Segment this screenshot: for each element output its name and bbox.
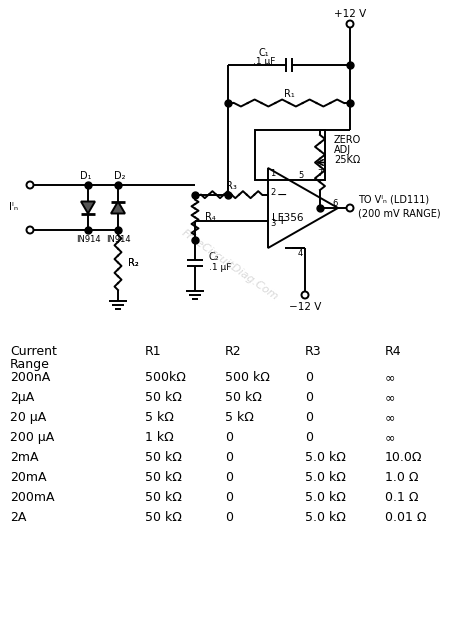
Text: 0.1 Ω: 0.1 Ω <box>385 491 419 504</box>
Text: 0: 0 <box>225 491 233 504</box>
Text: Range: Range <box>10 358 50 371</box>
Text: 0: 0 <box>225 471 233 484</box>
Text: R2: R2 <box>225 345 242 358</box>
Text: R1: R1 <box>145 345 162 358</box>
Text: 6: 6 <box>332 198 337 207</box>
Text: .1 μF: .1 μF <box>253 58 275 67</box>
Text: 4: 4 <box>297 249 302 257</box>
Text: 20mA: 20mA <box>10 471 46 484</box>
Text: 50 kΩ: 50 kΩ <box>145 451 182 464</box>
Text: ∞: ∞ <box>385 411 395 424</box>
Text: ∞: ∞ <box>385 391 395 404</box>
Text: 2μA: 2μA <box>10 391 34 404</box>
Text: R₃: R₃ <box>226 181 237 191</box>
Text: 5: 5 <box>298 170 303 180</box>
Text: 5.0 kΩ: 5.0 kΩ <box>305 451 346 464</box>
Text: 1 kΩ: 1 kΩ <box>145 431 174 444</box>
Text: 10.0Ω: 10.0Ω <box>385 451 422 464</box>
Text: C₁: C₁ <box>259 48 269 58</box>
Text: 0: 0 <box>305 431 313 444</box>
Text: Iᴵₙ: Iᴵₙ <box>9 202 18 212</box>
Text: 0.01 Ω: 0.01 Ω <box>385 511 427 524</box>
Circle shape <box>27 181 34 188</box>
Polygon shape <box>111 202 125 214</box>
Polygon shape <box>81 202 95 214</box>
Text: 200 μA: 200 μA <box>10 431 54 444</box>
Text: 5.0 kΩ: 5.0 kΩ <box>305 511 346 524</box>
Text: 20 μA: 20 μA <box>10 411 46 424</box>
Text: 7: 7 <box>317 168 322 178</box>
Text: 500kΩ: 500kΩ <box>145 371 186 384</box>
Text: FreeCircuitDiag.Com: FreeCircuitDiag.Com <box>180 228 280 302</box>
Text: R₄: R₄ <box>205 212 216 222</box>
Text: R3: R3 <box>305 345 322 358</box>
Circle shape <box>346 21 354 28</box>
Text: .1 μF: .1 μF <box>209 263 231 272</box>
Text: 5.0 kΩ: 5.0 kΩ <box>305 491 346 504</box>
Text: 0: 0 <box>305 371 313 384</box>
Text: ZERO: ZERO <box>334 135 361 145</box>
Text: ADJ: ADJ <box>334 145 351 155</box>
Text: D₂: D₂ <box>114 171 126 181</box>
Text: ∞: ∞ <box>385 431 395 444</box>
Text: 50 kΩ: 50 kΩ <box>225 391 262 404</box>
Text: 2A: 2A <box>10 511 27 524</box>
Text: R₁: R₁ <box>283 89 294 99</box>
Text: 1: 1 <box>270 168 275 178</box>
Text: 2: 2 <box>270 188 275 197</box>
Text: 0: 0 <box>225 451 233 464</box>
Text: D₁: D₁ <box>80 171 92 181</box>
Text: 0: 0 <box>225 431 233 444</box>
Text: 2mA: 2mA <box>10 451 38 464</box>
Text: 50 kΩ: 50 kΩ <box>145 391 182 404</box>
Text: ∞: ∞ <box>385 371 395 384</box>
Text: R₂: R₂ <box>128 257 139 268</box>
Text: −: − <box>277 189 288 202</box>
Text: 5 kΩ: 5 kΩ <box>225 411 254 424</box>
Text: +12 V: +12 V <box>334 9 366 19</box>
Circle shape <box>27 227 34 234</box>
Text: LF356: LF356 <box>272 213 304 223</box>
Bar <box>255 130 325 180</box>
Text: R4: R4 <box>385 345 401 358</box>
Text: 0: 0 <box>305 391 313 404</box>
Text: C₂: C₂ <box>209 252 219 263</box>
Circle shape <box>301 291 309 298</box>
Text: 5.0 kΩ: 5.0 kΩ <box>305 471 346 484</box>
Text: (200 mV RANGE): (200 mV RANGE) <box>358 208 441 218</box>
Text: 1.0 Ω: 1.0 Ω <box>385 471 419 484</box>
Text: 50 kΩ: 50 kΩ <box>145 471 182 484</box>
Text: 3: 3 <box>270 219 275 228</box>
Text: 50 kΩ: 50 kΩ <box>145 511 182 524</box>
Text: −12 V: −12 V <box>289 302 321 312</box>
Text: R₂: R₂ <box>128 257 139 268</box>
Text: 0: 0 <box>305 411 313 424</box>
Text: 0: 0 <box>225 511 233 524</box>
Text: 50 kΩ: 50 kΩ <box>145 491 182 504</box>
Text: Current: Current <box>10 345 57 358</box>
Text: 200mA: 200mA <box>10 491 55 504</box>
Circle shape <box>346 205 354 212</box>
Text: 200nA: 200nA <box>10 371 50 384</box>
Text: TO Vᴵₙ (LD111): TO Vᴵₙ (LD111) <box>358 195 429 205</box>
Text: +: + <box>277 214 288 227</box>
Text: 5 kΩ: 5 kΩ <box>145 411 174 424</box>
Text: 500 kΩ: 500 kΩ <box>225 371 270 384</box>
Text: IN914: IN914 <box>106 234 130 244</box>
Text: IN914: IN914 <box>76 234 100 244</box>
Text: 25KΩ: 25KΩ <box>334 155 360 165</box>
